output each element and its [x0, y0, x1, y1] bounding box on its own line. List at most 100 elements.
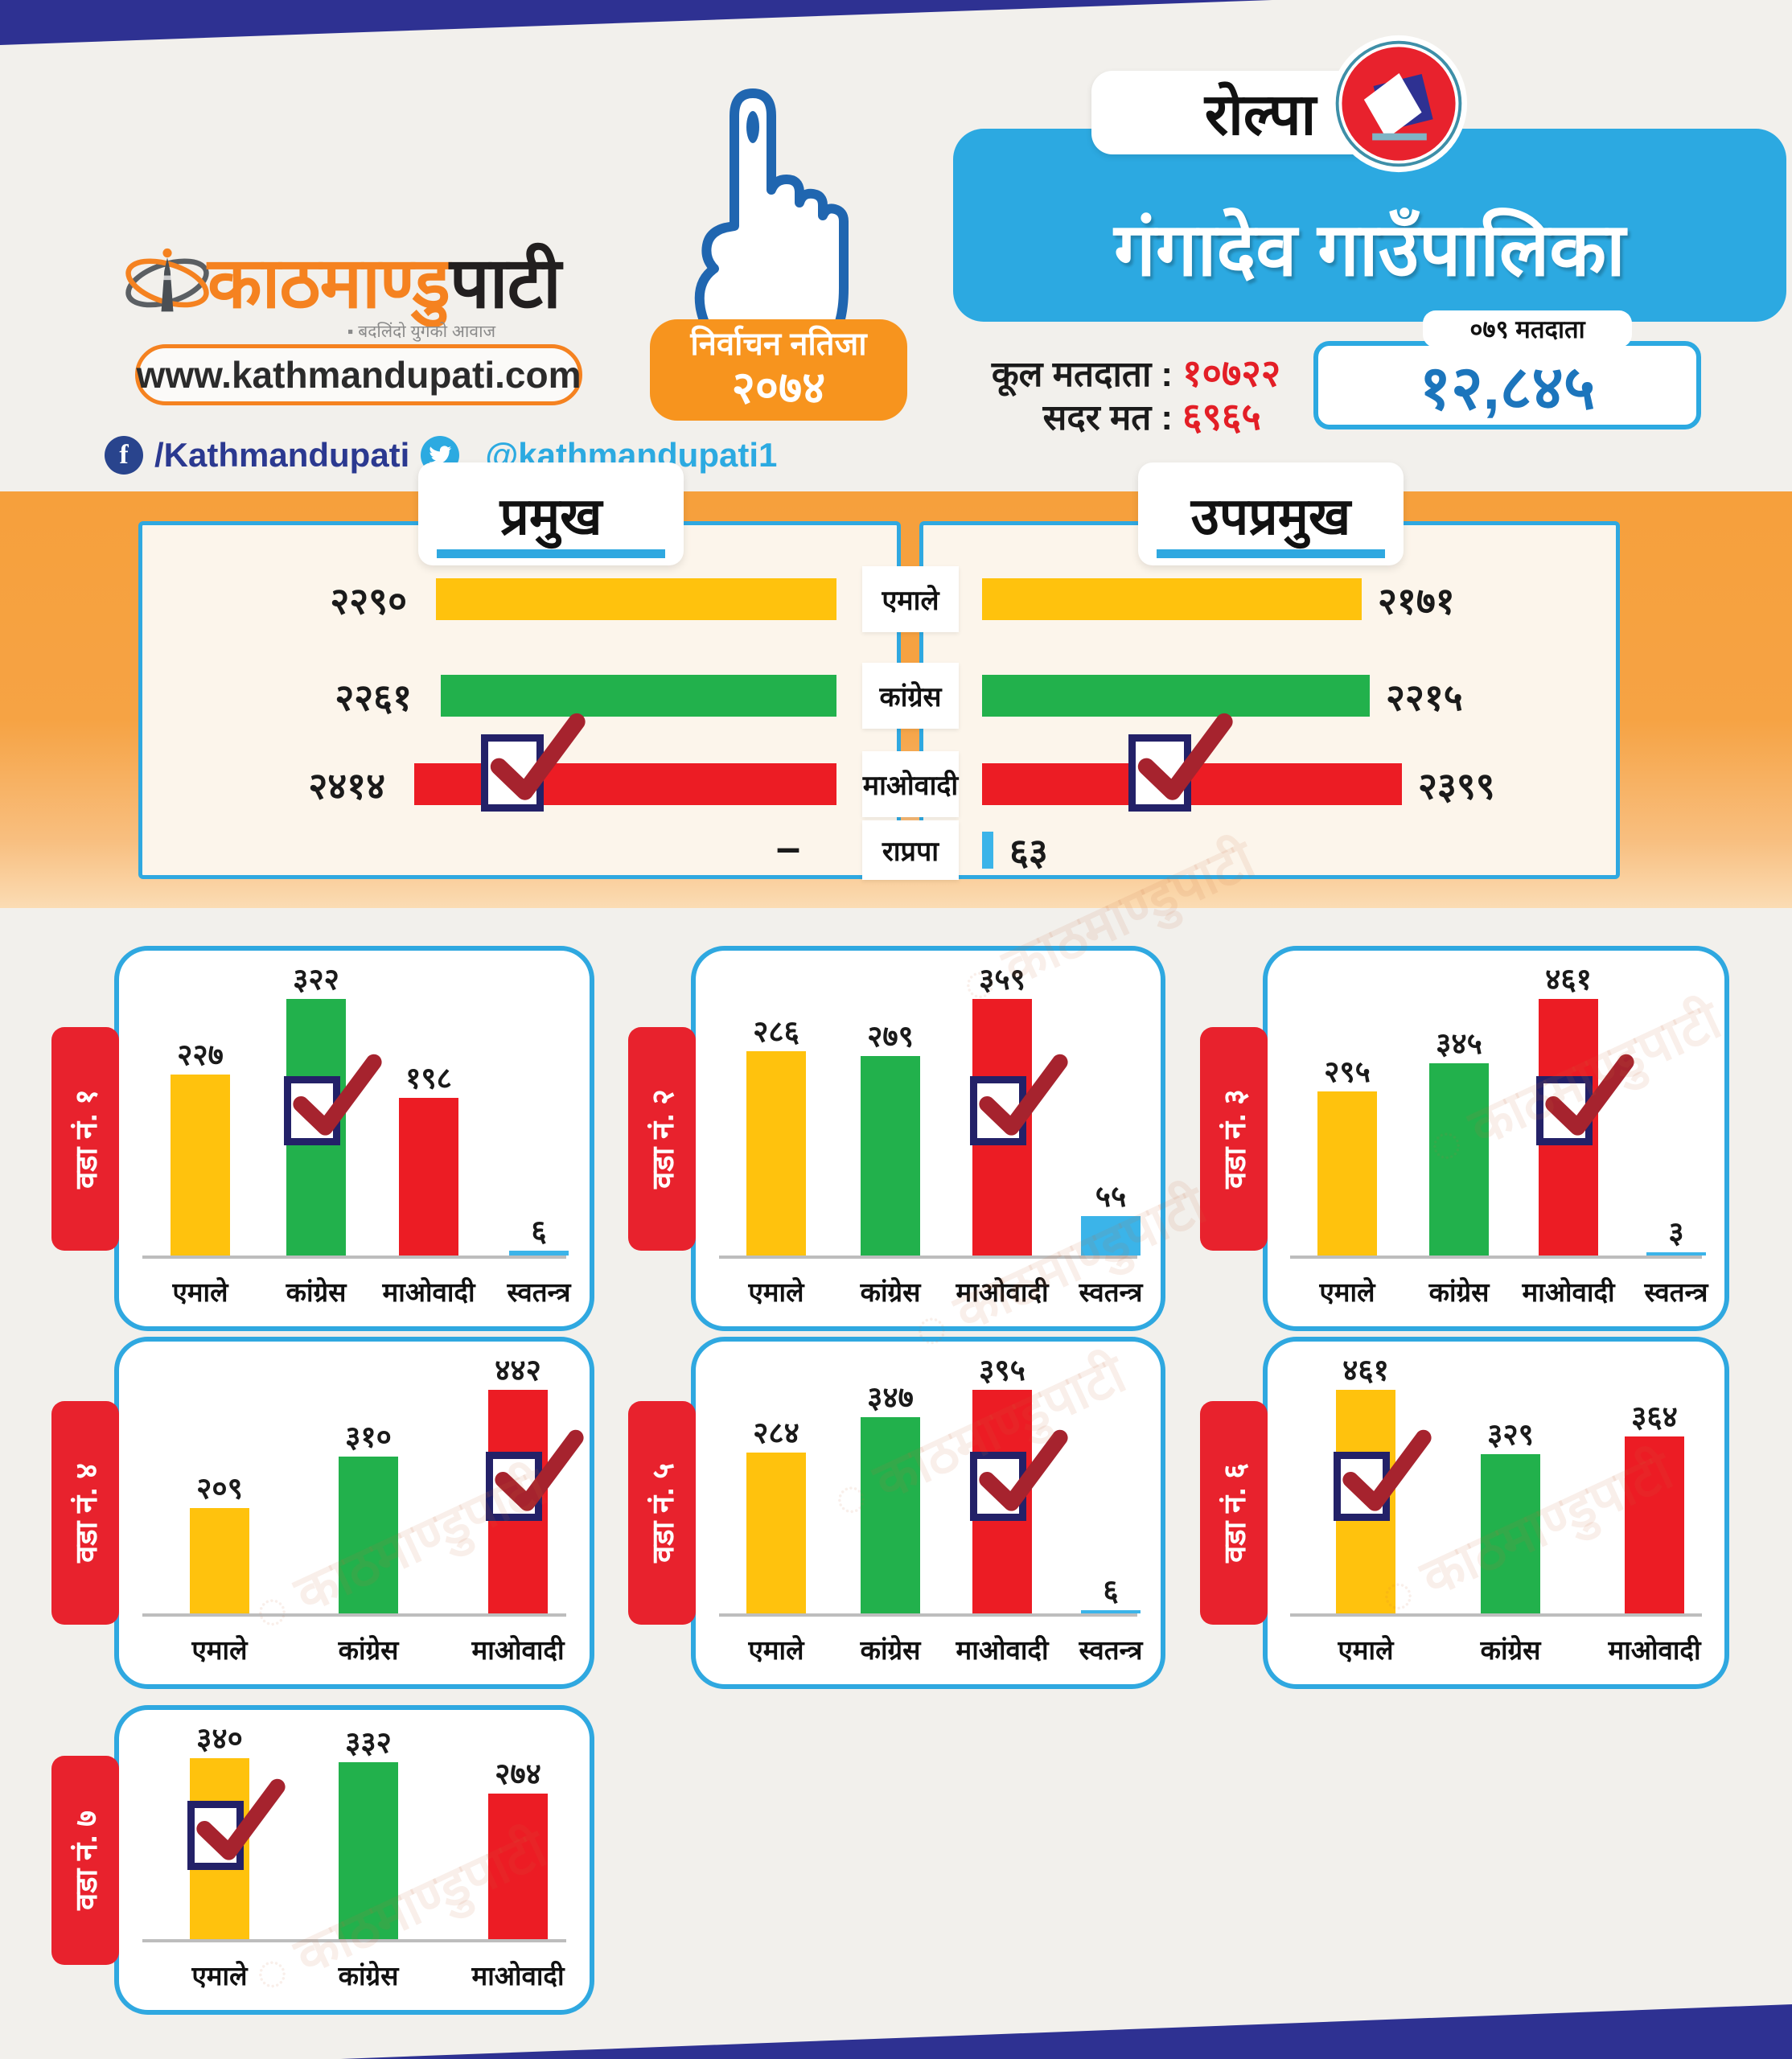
ward-card-4: वडा नं. ४ २०९ एमाले ३१० कांग्रेस ४४२ माओवादी [51, 1337, 594, 1689]
ward-bar-कांग्रेस [861, 1056, 920, 1256]
ward-pill-label: वडा नं. २ [647, 1088, 681, 1189]
ward-category-माओवादी: माओवादी [1522, 1277, 1615, 1307]
ward-bar-स्वतन्त्र [1081, 1216, 1141, 1256]
ward-bar-एमाले [1317, 1091, 1377, 1256]
deputy-value-एमाले: २१७१ [1378, 580, 1455, 622]
website-link[interactable]: www.kathmandupati.com [135, 344, 582, 405]
ward-axis [142, 1256, 566, 1259]
ward-pill-4: वडा नं. ४ [51, 1401, 119, 1625]
ward-bar-एमाले [746, 1453, 806, 1613]
ward-value-एमाले: २८४ [753, 1416, 799, 1449]
ward-value-स्वतन्त्र: ५५ [1095, 1180, 1127, 1213]
winner-check-icon [196, 1778, 286, 1860]
ward-bar-कांग्रेस [339, 1457, 398, 1613]
voters-2079-pill: ०७९ मतदाता [1423, 310, 1632, 347]
ward-pill-6: वडा नं. ६ [1200, 1401, 1268, 1625]
winner-check-icon [495, 1429, 584, 1511]
ward-category-एमाले: एमाले [172, 1277, 228, 1307]
ward-value-एमाले: २२७ [177, 1038, 224, 1071]
ward-category-कांग्रेस: कांग्रेस [286, 1277, 347, 1307]
ward-bar-माओवादी [1625, 1436, 1684, 1613]
ward-pill-5: वडा नं. ५ [628, 1401, 696, 1625]
ward-value-माओवादी: १९८ [405, 1062, 452, 1095]
ward-pill-label: वडा नं. ३ [1219, 1088, 1253, 1189]
ward-axis [142, 1613, 566, 1617]
ward-bar-कांग्रेस [1481, 1454, 1540, 1613]
ward-bar-स्वतन्त्र [509, 1251, 569, 1256]
ward-category-स्वतन्त्र: स्वतन्त्र [1644, 1277, 1708, 1307]
party-label-एमाले: एमाले [862, 566, 959, 632]
deputy-value-राप्रपा: ६३ [1009, 831, 1048, 873]
ward-pill-2: वडा नं. २ [628, 1026, 696, 1251]
ward-card-6: वडा नं. ६ ४६१ एमाले ३२९ कांग्रेस ३६४ माओवादी [1200, 1337, 1729, 1689]
chief-value-एमाले: २२९० [330, 580, 407, 622]
ward-card-2: वडा नं. २ २८६ एमाले २७९ कांग्रेस ३५९ माओवादी ५५… [628, 946, 1165, 1331]
ward-value-कांग्रेस: २७९ [867, 1020, 914, 1053]
chief-value-कांग्रेस: २२६१ [335, 676, 412, 718]
ballot-box-icon [1330, 35, 1468, 173]
ward-card-7: वडा नं. ७ ३४० एमाले ३३२ कांग्रेस २७४ माओवादी [51, 1705, 594, 2015]
ward-card-5: वडा नं. ५ २८४ एमाले ३४७ कांग्रेस ३९५ माओवादी ६ स… [628, 1337, 1165, 1689]
ward-winner-checkbox [486, 1429, 584, 1521]
ward-axis [718, 1256, 1138, 1259]
ward-winner-checkbox [284, 1054, 382, 1145]
voters-2079-box: १२,८४५ [1313, 341, 1701, 429]
ward-value-माओवादी: २७४ [495, 1757, 541, 1790]
ward-category-माओवादी: माओवादी [471, 1635, 565, 1665]
chief-value-राप्रपा: – [775, 824, 801, 872]
ward-value-एमाले: २०९ [196, 1472, 243, 1505]
winner-check-icon [1342, 1429, 1432, 1511]
ward-bar-एमाले [171, 1075, 230, 1256]
ward-category-एमाले: एमाले [1319, 1277, 1375, 1307]
social-row: f /Kathmandupati @kathmandupati1 [105, 434, 777, 476]
ward-value-स्वतन्त्र: ६ [531, 1214, 547, 1247]
ward-bar-कांग्रेस [861, 1417, 920, 1613]
valid-votes-value: ६९६५ [1182, 395, 1261, 438]
ward-value-कांग्रेस: ३२२ [293, 963, 339, 996]
total-voters-label: कूल मतदाता [991, 355, 1152, 394]
deputy-chief-header: उपप्रमुख [1138, 462, 1404, 565]
voters-2079-total: १२,८४५ [1419, 353, 1596, 422]
chief-value-माओवादी: २४१४ [308, 765, 385, 807]
result-badge-year: २०७४ [731, 362, 826, 413]
ward-value-एमाले: ४६१ [1342, 1354, 1389, 1387]
ward-value-स्वतन्त्र: ३ [1668, 1216, 1684, 1249]
ward-bar-स्वतन्त्र [1646, 1252, 1706, 1256]
kathmandupati-orbit-logo-icon [125, 248, 209, 312]
ward-winner-checkbox [187, 1778, 286, 1870]
ward-axis [142, 1939, 566, 1942]
ward-axis [718, 1613, 1138, 1617]
ward-category-माओवादी: माओवादी [1608, 1635, 1701, 1665]
chief-bar-कांग्रेस [441, 675, 836, 717]
ward-value-माओवादी: ३५९ [979, 963, 1025, 996]
ward-card-3: वडा नं. ३ २९५ एमाले ३४५ कांग्रेस ४६१ माओवादी ३ स… [1200, 946, 1729, 1331]
valid-votes-label: सदर मत [1042, 398, 1152, 438]
ward-winner-checkbox [970, 1054, 1068, 1145]
ward-value-स्वतन्त्र: ६ [1103, 1574, 1119, 1607]
chief-bar-माओवादी [414, 763, 836, 805]
party-label-कांग्रेस: कांग्रेस [862, 663, 959, 729]
deputy-bar-कांग्रेस [982, 675, 1370, 717]
facebook-handle[interactable]: /Kathmandupati [154, 436, 410, 474]
ward-value-माओवादी: ३६४ [1631, 1400, 1678, 1433]
chief-title: प्रमुख [499, 487, 602, 545]
ward-winner-checkbox [1334, 1429, 1432, 1521]
ward-category-एमाले: एमाले [1338, 1635, 1394, 1665]
ward-bar-स्वतन्त्र [1081, 1610, 1141, 1613]
ward-value-कांग्रेस: ३४७ [867, 1381, 914, 1414]
ward-axis [1290, 1613, 1702, 1617]
party-label-माओवादी: माओवादी [862, 751, 959, 817]
chief-winner-checkbox [481, 713, 586, 812]
ward-axis [1290, 1256, 1702, 1259]
ward-pill-label: वडा नं. ५ [647, 1463, 681, 1563]
ward-category-कांग्रेस: कांग्रेस [1480, 1635, 1541, 1665]
total-voters-row: कूल मतदाता : १०७२२ [925, 346, 1303, 394]
ward-value-एमाले: ३४० [196, 1722, 243, 1755]
ward-category-कांग्रेस: कांग्रेस [338, 1961, 399, 1991]
deputy-value-कांग्रेस: २२१५ [1386, 676, 1463, 718]
ward-value-एमाले: २९५ [1324, 1055, 1371, 1088]
facebook-icon[interactable]: f [105, 436, 143, 475]
ward-category-माओवादी: माओवादी [956, 1277, 1049, 1307]
winner-check-icon [490, 713, 586, 800]
ward-category-माओवादी: माओवादी [471, 1961, 565, 1991]
